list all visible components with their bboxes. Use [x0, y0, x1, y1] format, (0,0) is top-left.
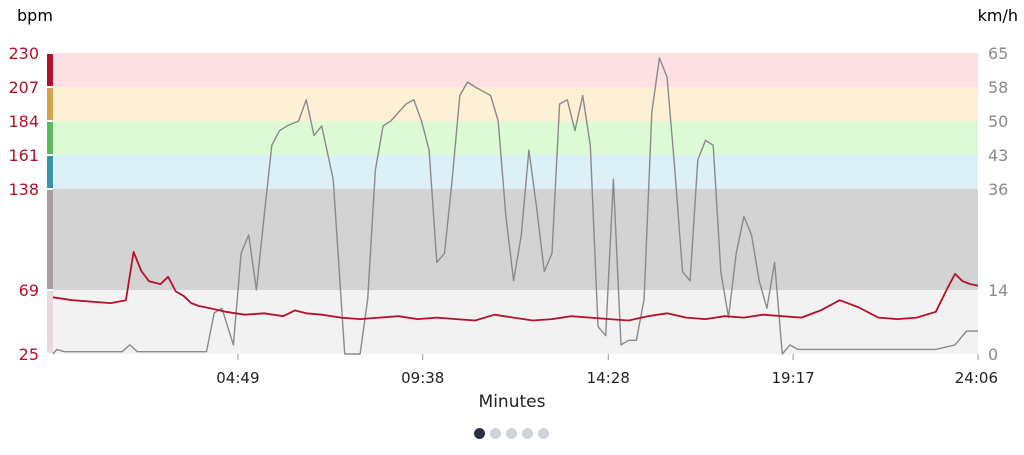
right-tick-3: 43 [988, 146, 1008, 165]
x-tick-label-3: 19:17 [771, 369, 814, 387]
left-tick-0: 25 [19, 345, 39, 364]
x-axis-title: Minutes [478, 392, 546, 412]
speed-line [52, 57, 978, 355]
right-axis-unit: km/h [977, 6, 1018, 25]
zone-band-1 [53, 189, 978, 290]
left-tick-6: 230 [8, 44, 39, 63]
right-tick-1: 14 [988, 281, 1008, 300]
x-tick-label-2: 14:28 [587, 369, 630, 387]
left-axis-unit: bpm [17, 6, 53, 25]
left-tick-1: 69 [19, 281, 39, 300]
page-dot-4[interactable] [538, 428, 549, 439]
right-tick-5: 58 [988, 78, 1008, 97]
page-dot-2[interactable] [506, 428, 517, 439]
zone-bar-2 [47, 156, 53, 188]
zone-color-bars [47, 54, 53, 353]
zone-bar-3 [47, 122, 53, 154]
right-tick-2: 36 [988, 180, 1008, 199]
heart-rate-zones [53, 53, 978, 354]
zone-band-4 [53, 87, 978, 121]
right-tick-6: 65 [988, 44, 1008, 63]
zone-band-0 [53, 290, 978, 354]
zone-bar-1 [47, 190, 53, 289]
zone-bar-4 [47, 88, 53, 120]
x-tick-label-1: 09:38 [401, 369, 444, 387]
left-tick-5: 207 [8, 78, 39, 97]
page-dot-1[interactable] [490, 428, 501, 439]
right-tick-0: 0 [988, 345, 998, 364]
series-lines [52, 57, 979, 355]
left-axis-ticks: 25 69 138 161 184 207 230 [8, 44, 39, 364]
heart-rate-line [52, 250, 979, 322]
zone-bar-0 [47, 291, 53, 353]
page-indicator[interactable] [474, 428, 549, 439]
zone-band-5 [53, 53, 978, 87]
zone-band-3 [53, 121, 978, 155]
left-tick-3: 161 [8, 146, 39, 165]
x-axis-ticks: 04:49 09:38 14:28 19:17 24:06 [216, 354, 998, 387]
right-axis-ticks: 0 14 36 43 50 58 65 [988, 44, 1008, 364]
zone-bar-5 [47, 54, 53, 86]
x-tick-label-0: 04:49 [216, 369, 259, 387]
x-tick-label-4: 24:06 [955, 369, 998, 387]
page-dot-3[interactable] [522, 428, 533, 439]
zone-band-2 [53, 155, 978, 189]
right-tick-4: 50 [988, 112, 1008, 131]
page-dot-0[interactable] [474, 428, 485, 439]
left-tick-2: 138 [8, 180, 39, 199]
left-tick-4: 184 [8, 112, 39, 131]
